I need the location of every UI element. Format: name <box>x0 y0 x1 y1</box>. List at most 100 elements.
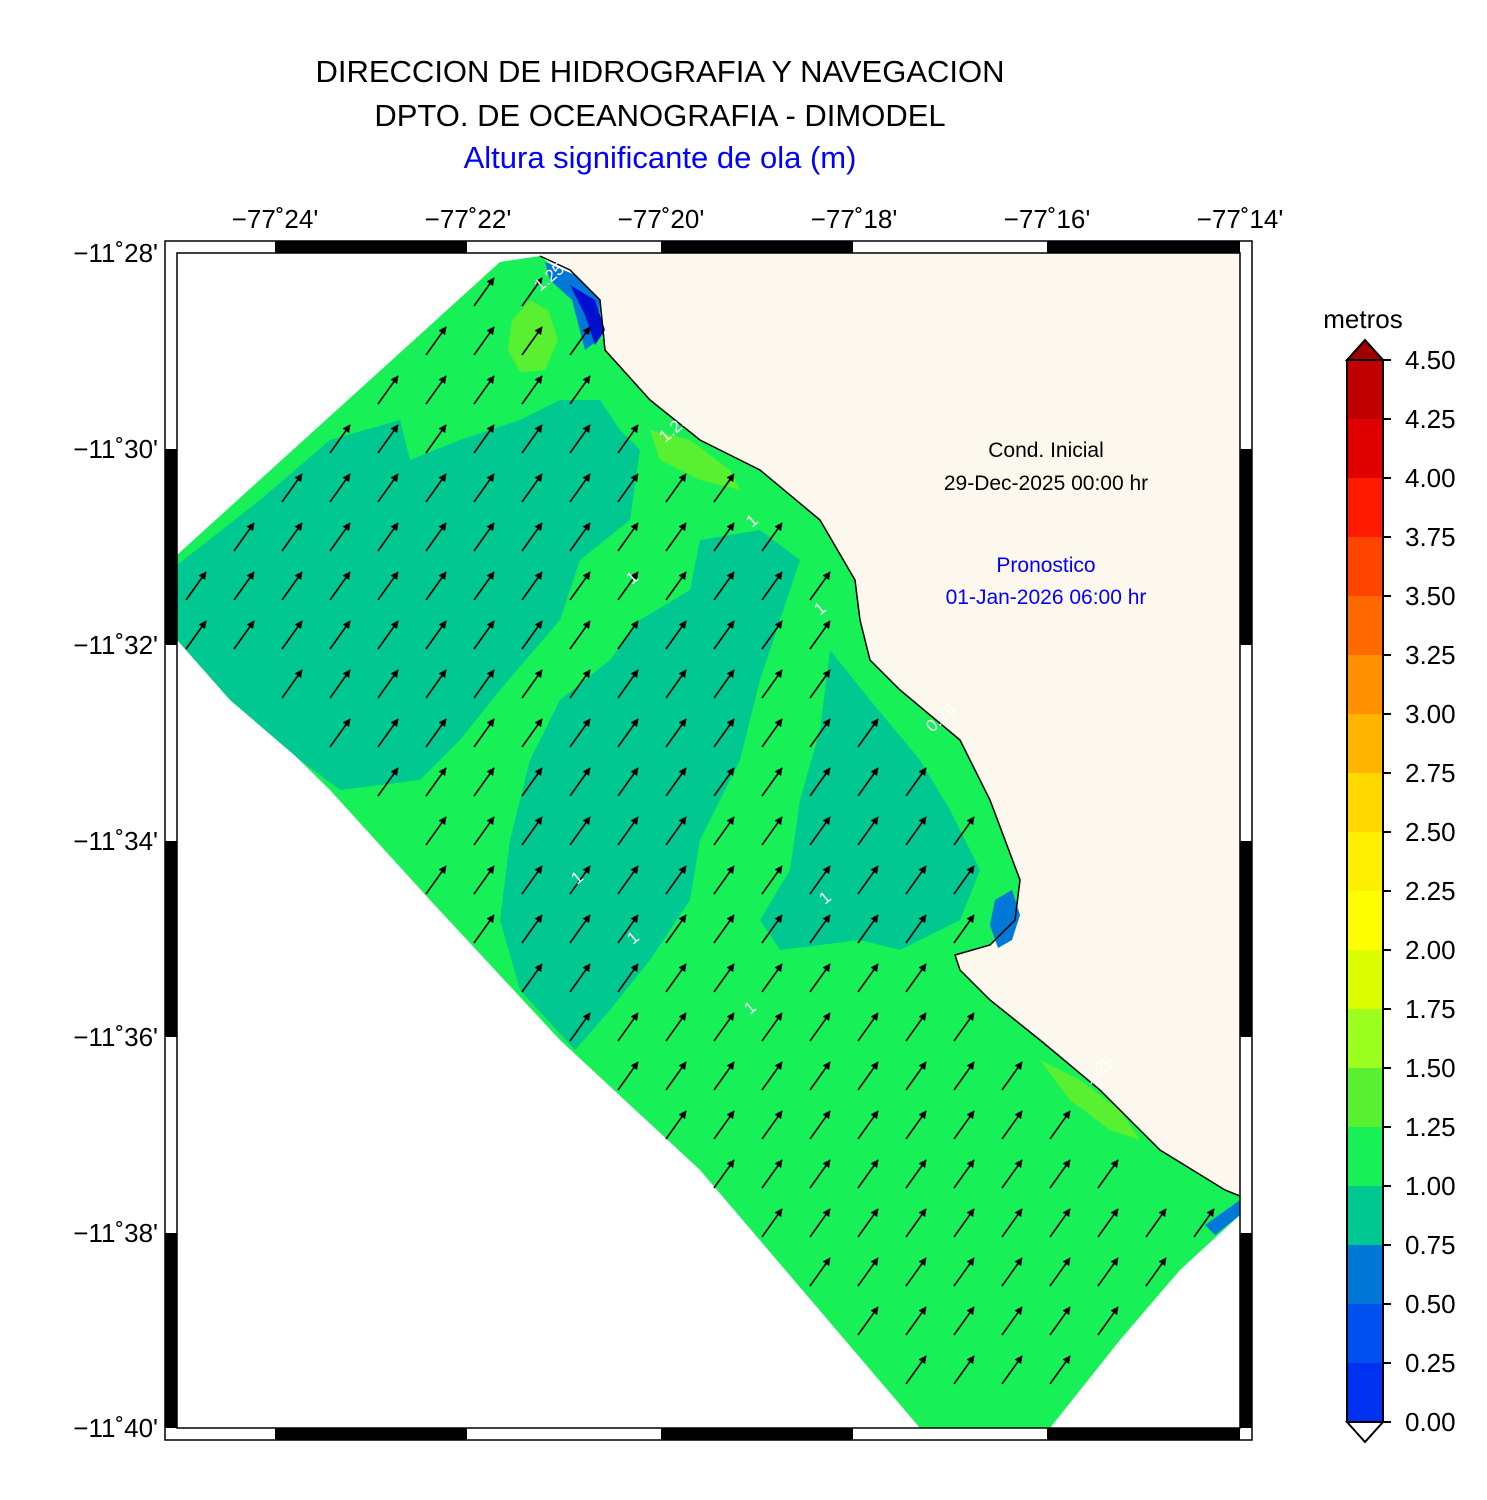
initial-condition-date: 29-Dec-2025 00:00 hr <box>944 472 1148 495</box>
colorbar-swatch <box>1347 1363 1383 1423</box>
wave-direction-arrow <box>521 620 543 650</box>
colorbar-swatch <box>1347 1068 1383 1128</box>
wave-direction-arrow <box>1001 1355 1023 1385</box>
wave-direction-arrow <box>377 522 399 552</box>
wave-direction-arrow <box>569 669 591 699</box>
wave-direction-arrow <box>665 571 687 601</box>
wave-direction-arrow <box>617 914 639 944</box>
wave-direction-arrow <box>425 620 447 650</box>
wave-direction-arrow <box>713 767 735 797</box>
colorbar-labels: 4.50 4.25 4.00 3.75 3.50 3.25 3.00 2.75 2.50 2.25… <box>1405 345 1456 1437</box>
wave-direction-arrow <box>1145 1208 1167 1238</box>
wave-direction-arrow <box>233 522 255 552</box>
wave-direction-arrow <box>713 571 735 601</box>
wave-direction-arrow <box>473 865 495 895</box>
wave-direction-arrow <box>473 375 495 405</box>
colorbar-level-label: 3.75 <box>1405 522 1456 552</box>
wave-direction-arrow <box>665 816 687 846</box>
lat-tick-label: −11˚36' <box>73 1022 158 1052</box>
wave-direction-arrow <box>1049 1306 1071 1336</box>
wave-direction-arrow <box>521 571 543 601</box>
wave-direction-arrow <box>377 718 399 748</box>
latitude-axis: −11˚28' −11˚30' −11˚32' −11˚34' −11˚36' … <box>73 238 158 1443</box>
colorbar-swatch <box>1347 950 1383 1010</box>
land-area <box>540 253 1240 1196</box>
wave-direction-arrow <box>569 767 591 797</box>
wave-direction-arrow <box>617 424 639 454</box>
wave-direction-arrow <box>905 1110 927 1140</box>
wave-direction-arrow <box>425 816 447 846</box>
wave-direction-arrow <box>713 718 735 748</box>
wave-direction-arrow <box>761 522 783 552</box>
wave-direction-arrow <box>809 669 831 699</box>
colorbar-swatch <box>1347 832 1383 892</box>
wave-direction-arrow <box>329 669 351 699</box>
colorbar-swatch <box>1347 478 1383 538</box>
wave-direction-arrow <box>713 1110 735 1140</box>
wave-direction-arrow <box>569 522 591 552</box>
colorbar-level-label: 2.75 <box>1405 758 1456 788</box>
wave-direction-arrow <box>1001 1110 1023 1140</box>
colorbar-swatch <box>1347 537 1383 597</box>
wave-direction-arrow <box>617 620 639 650</box>
wave-direction-arrow <box>857 1306 879 1336</box>
wave-direction-arrow <box>617 1061 639 1091</box>
wave-direction-arrow <box>857 816 879 846</box>
wave-direction-arrow <box>761 571 783 601</box>
colorbar: metros 4.50 4.25 4.00 3.75 3.50 3.25 3.00 2.75 2… <box>1323 304 1456 1444</box>
title-department: DPTO. DE OCEANOGRAFIA - DIMODEL <box>374 98 946 133</box>
wave-direction-arrow <box>569 473 591 503</box>
lon-tick-label: −77˚20' <box>618 204 705 234</box>
wave-direction-arrow <box>329 522 351 552</box>
wave-direction-arrow <box>521 718 543 748</box>
colorbar-level-label: 3.25 <box>1405 640 1456 670</box>
colorbar-swatch <box>1347 714 1383 774</box>
wave-direction-arrow <box>857 963 879 993</box>
wave-direction-arrow <box>569 718 591 748</box>
wave-direction-arrow <box>521 767 543 797</box>
wave-direction-arrow <box>569 571 591 601</box>
wave-direction-arrow <box>521 865 543 895</box>
wave-direction-arrow <box>473 424 495 454</box>
wave-direction-arrow <box>857 1208 879 1238</box>
wave-direction-arrow <box>809 767 831 797</box>
wave-direction-arrow <box>473 326 495 356</box>
wave-direction-arrow <box>425 571 447 601</box>
wave-direction-arrow <box>473 571 495 601</box>
wave-direction-arrow <box>233 571 255 601</box>
wave-direction-arrow <box>473 277 495 307</box>
colorbar-level-label: 0.00 <box>1405 1407 1456 1437</box>
wave-direction-arrow <box>713 1159 735 1189</box>
wave-direction-arrow <box>857 1159 879 1189</box>
wave-direction-arrow <box>953 1110 975 1140</box>
wave-direction-arrow <box>281 620 303 650</box>
wave-direction-arrow <box>473 522 495 552</box>
wave-direction-arrow <box>377 620 399 650</box>
wave-direction-arrow <box>761 816 783 846</box>
wave-direction-arrow <box>425 669 447 699</box>
wave-direction-arrow <box>617 1012 639 1042</box>
wave-direction-arrow <box>473 473 495 503</box>
colorbar-overflow-triangle <box>1344 338 1386 361</box>
wave-direction-arrow <box>329 571 351 601</box>
wave-direction-arrow <box>521 669 543 699</box>
wave-height-zone-000-050 <box>570 285 605 345</box>
wave-height-zone-050-075 <box>1205 1200 1240 1235</box>
colorbar-swatch <box>1347 1304 1383 1364</box>
lat-tick-label: −11˚34' <box>73 826 158 856</box>
colorbar-swatch <box>1347 655 1383 715</box>
colorbar-level-label: 1.25 <box>1405 1112 1456 1142</box>
wave-direction-arrow <box>281 522 303 552</box>
wave-height-zone-125-150 <box>1040 1060 1140 1140</box>
wave-direction-arrow <box>761 1208 783 1238</box>
wave-direction-arrow <box>665 718 687 748</box>
wave-direction-arrow <box>1193 1208 1215 1238</box>
wave-direction-arrow <box>953 865 975 895</box>
wave-direction-arrow <box>329 620 351 650</box>
wave-direction-arrow <box>953 1208 975 1238</box>
wave-direction-arrow <box>425 718 447 748</box>
wave-direction-arrow <box>665 1110 687 1140</box>
wave-direction-arrow <box>377 375 399 405</box>
wave-height-zone-125-150 <box>650 430 740 490</box>
